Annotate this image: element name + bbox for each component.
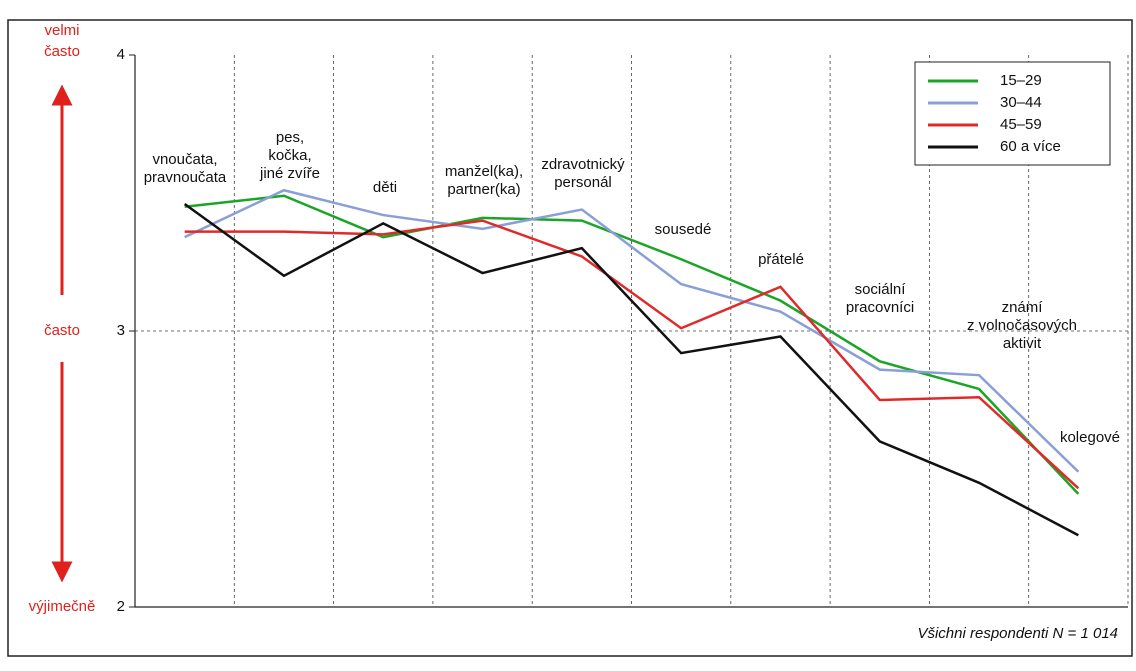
category-label: manžel(ka), partner(ka)	[445, 163, 523, 198]
category-label: pes, kočka, jiné zvíře	[259, 129, 320, 182]
legend-label: 15–29	[1000, 72, 1042, 89]
legend: 15–29 30–44 45–59 60 a více	[914, 61, 1111, 166]
category-label: přátelé	[758, 251, 804, 268]
category-label: sousedé	[655, 221, 712, 238]
category-label: kolegové	[1060, 429, 1120, 446]
y-tick-description: výjimečně	[29, 598, 96, 615]
note: Všichni respondenti N = 1 014	[917, 625, 1118, 642]
category-label: děti	[373, 179, 397, 196]
y-tick-description: velmi často	[44, 22, 80, 60]
series-line	[184, 194, 1080, 495]
series-line	[183, 203, 1079, 537]
series-line	[184, 219, 1080, 490]
legend-label: 45–59	[1000, 116, 1042, 133]
legend-label: 60 a více	[1000, 138, 1061, 155]
y-tick-description: často	[44, 322, 80, 339]
category-label: známí z volnočasových aktivit	[967, 299, 1077, 352]
y-tick-label: 3	[117, 322, 125, 339]
category-label: vnoučata, pravnoučata	[144, 151, 227, 186]
category-label: sociální pracovníci	[846, 281, 914, 316]
category-label: zdravotnický personál	[541, 156, 625, 191]
y-tick-label: 2	[117, 598, 125, 615]
series-line	[184, 188, 1080, 473]
frame	[7, 19, 1133, 657]
legend-label: 30–44	[1000, 94, 1042, 111]
y-tick-label: 4	[117, 46, 125, 63]
